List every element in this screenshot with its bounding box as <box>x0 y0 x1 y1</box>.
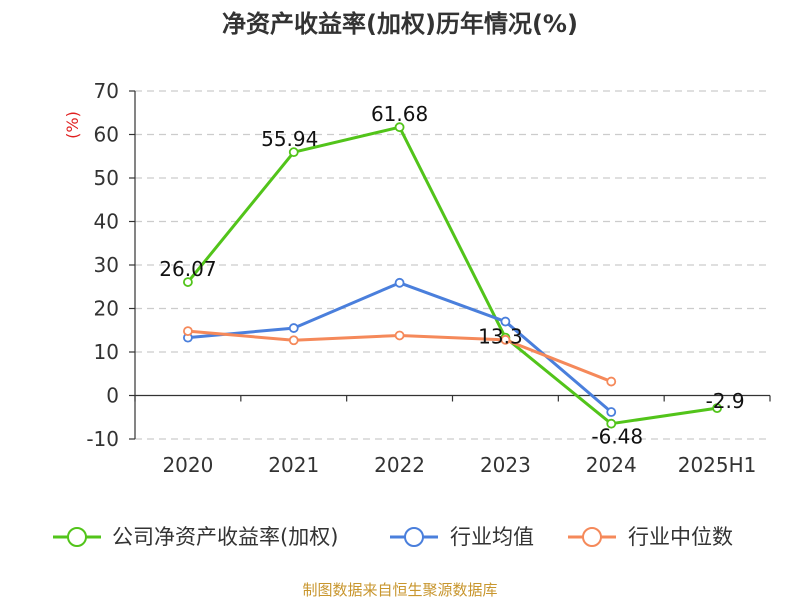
series-point-1 <box>183 277 193 287</box>
y-tick-label: 60 <box>94 123 119 147</box>
y-axis-unit: (%) <box>63 111 82 139</box>
series-point-1 <box>606 418 617 429</box>
source-note: 制图数据来自恒生聚源数据库 <box>302 581 497 599</box>
series-point-3 <box>183 326 193 337</box>
legend-label: 公司净资产收益率(加权) <box>112 525 338 549</box>
legend-swatch-marker <box>67 527 87 547</box>
axes: -10 0 10 20 30 40 50 60 70 2020 2021 2022 2023 2024 20… <box>86 79 771 477</box>
data-label: 13.3 <box>478 325 523 349</box>
x-tick-label: 2020 <box>162 453 213 477</box>
series-layer <box>183 122 722 429</box>
series-point-3 <box>394 330 405 341</box>
x-tick-label: 2023 <box>480 453 531 477</box>
legend-swatch-marker <box>404 527 424 547</box>
series-point-1 <box>288 147 299 158</box>
series-point-2 <box>606 407 617 417</box>
x-tick-label: 2022 <box>374 453 425 477</box>
data-labels: 26.07 55.94 61.68 13.3 -6.48 -2.9 <box>159 102 744 448</box>
grid <box>135 90 770 440</box>
series-point-3 <box>606 376 617 387</box>
series-point-2 <box>394 277 405 288</box>
chart-title: 净资产收益率(加权)历年情况(%) <box>222 10 578 38</box>
series-point-2 <box>500 316 511 327</box>
series-point-3 <box>288 335 299 346</box>
series-point-1 <box>712 403 722 414</box>
legend-label: 行业中位数 <box>628 525 733 549</box>
y-tick-label: 30 <box>94 253 119 277</box>
data-label: 55.94 <box>261 127 318 151</box>
series-point-1 <box>394 122 405 133</box>
x-tick-label: 2025H1 <box>678 453 757 477</box>
y-tick-label: 50 <box>94 166 119 190</box>
y-tick-label: 0 <box>106 384 119 408</box>
y-tick-label: 40 <box>94 210 119 234</box>
legend-swatch-marker <box>582 527 602 547</box>
x-tick-label: 2021 <box>268 453 319 477</box>
series-line-2 <box>187 281 613 414</box>
y-tick-label: 10 <box>94 340 119 364</box>
data-label: -6.48 <box>591 425 643 449</box>
series-point-2 <box>288 323 299 333</box>
legend: 公司净资产收益率(加权) 行业均值 行业中位数 <box>53 525 733 549</box>
y-tick-label: -10 <box>86 427 119 451</box>
series-point-3 <box>500 334 511 345</box>
legend-label: 行业均值 <box>450 525 534 549</box>
data-label: 26.07 <box>159 257 216 281</box>
x-tick-label: 2024 <box>586 453 637 477</box>
data-label: 61.68 <box>371 102 428 126</box>
legend-item-1: 公司净资产收益率(加权) <box>53 525 338 549</box>
y-tick-label: 70 <box>94 79 119 103</box>
data-label: -2.9 <box>706 389 745 413</box>
y-tick-label: 20 <box>94 297 119 321</box>
legend-item-2: 行业均值 <box>390 525 534 549</box>
series-line-1 <box>186 125 718 426</box>
legend-item-3: 行业中位数 <box>568 525 733 549</box>
